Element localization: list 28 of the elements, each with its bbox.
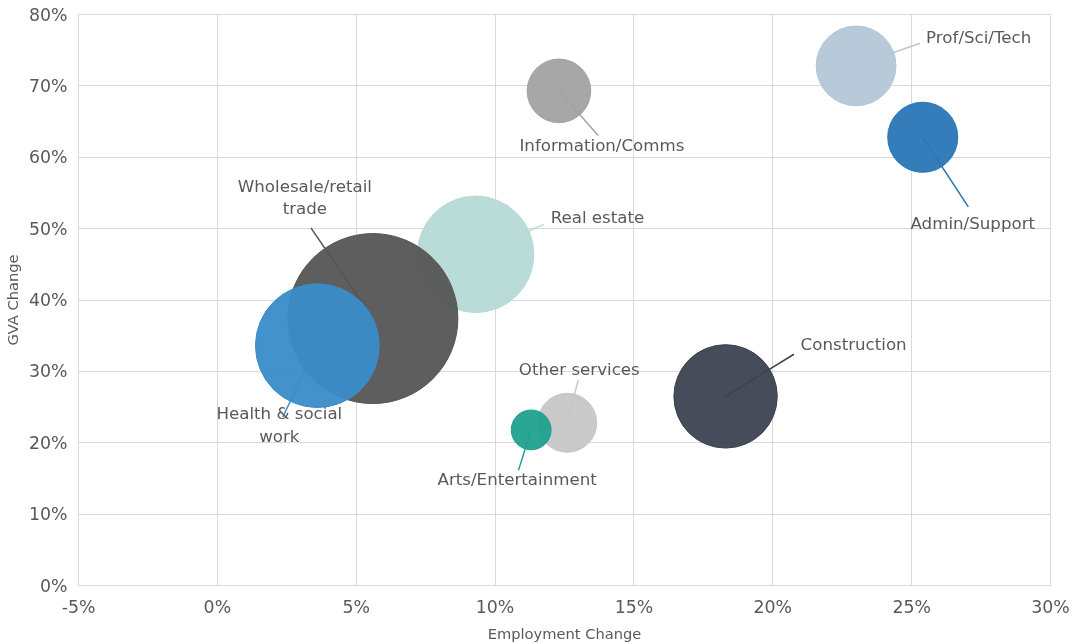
y-tick-label: 50% xyxy=(28,218,68,239)
y-tick-label: 70% xyxy=(28,75,68,96)
x-axis-title: Employment Change xyxy=(487,624,642,642)
x-tick-label: 20% xyxy=(753,596,793,617)
y-tick-label: 40% xyxy=(28,290,68,310)
series-label: Real estate xyxy=(550,207,645,227)
x-tick-label: 0% xyxy=(203,596,232,617)
y-tick-label: 20% xyxy=(28,432,68,453)
series-label: Information/Comms xyxy=(519,136,685,156)
y-tick-label: 80% xyxy=(28,4,68,25)
y-tick-label: 60% xyxy=(28,147,68,168)
series-label: Health & social work xyxy=(216,403,343,446)
series-label: Arts/Entertainment xyxy=(437,470,598,490)
series-label: Other services xyxy=(518,360,640,380)
text: Construction xyxy=(800,334,907,354)
x-tick-label: 10% xyxy=(475,596,515,617)
y-tick-label: 10% xyxy=(28,504,68,525)
y-axis-title: GVA Change xyxy=(3,254,21,346)
x-tick-label: -5% xyxy=(61,596,96,617)
x-tick-label: 25% xyxy=(892,596,931,617)
series-label: Prof/Sci/Tech xyxy=(926,28,1032,48)
y-tick-label: 30% xyxy=(28,361,68,382)
text: Admin/Support xyxy=(910,213,1036,233)
y-tick-label: 0% xyxy=(40,575,68,596)
series-label: Wholesale/retail trade xyxy=(237,176,372,219)
x-tick-label: 30% xyxy=(1031,596,1070,617)
x-tick-label: 15% xyxy=(614,596,654,617)
x-tick-label: 5% xyxy=(342,596,370,617)
